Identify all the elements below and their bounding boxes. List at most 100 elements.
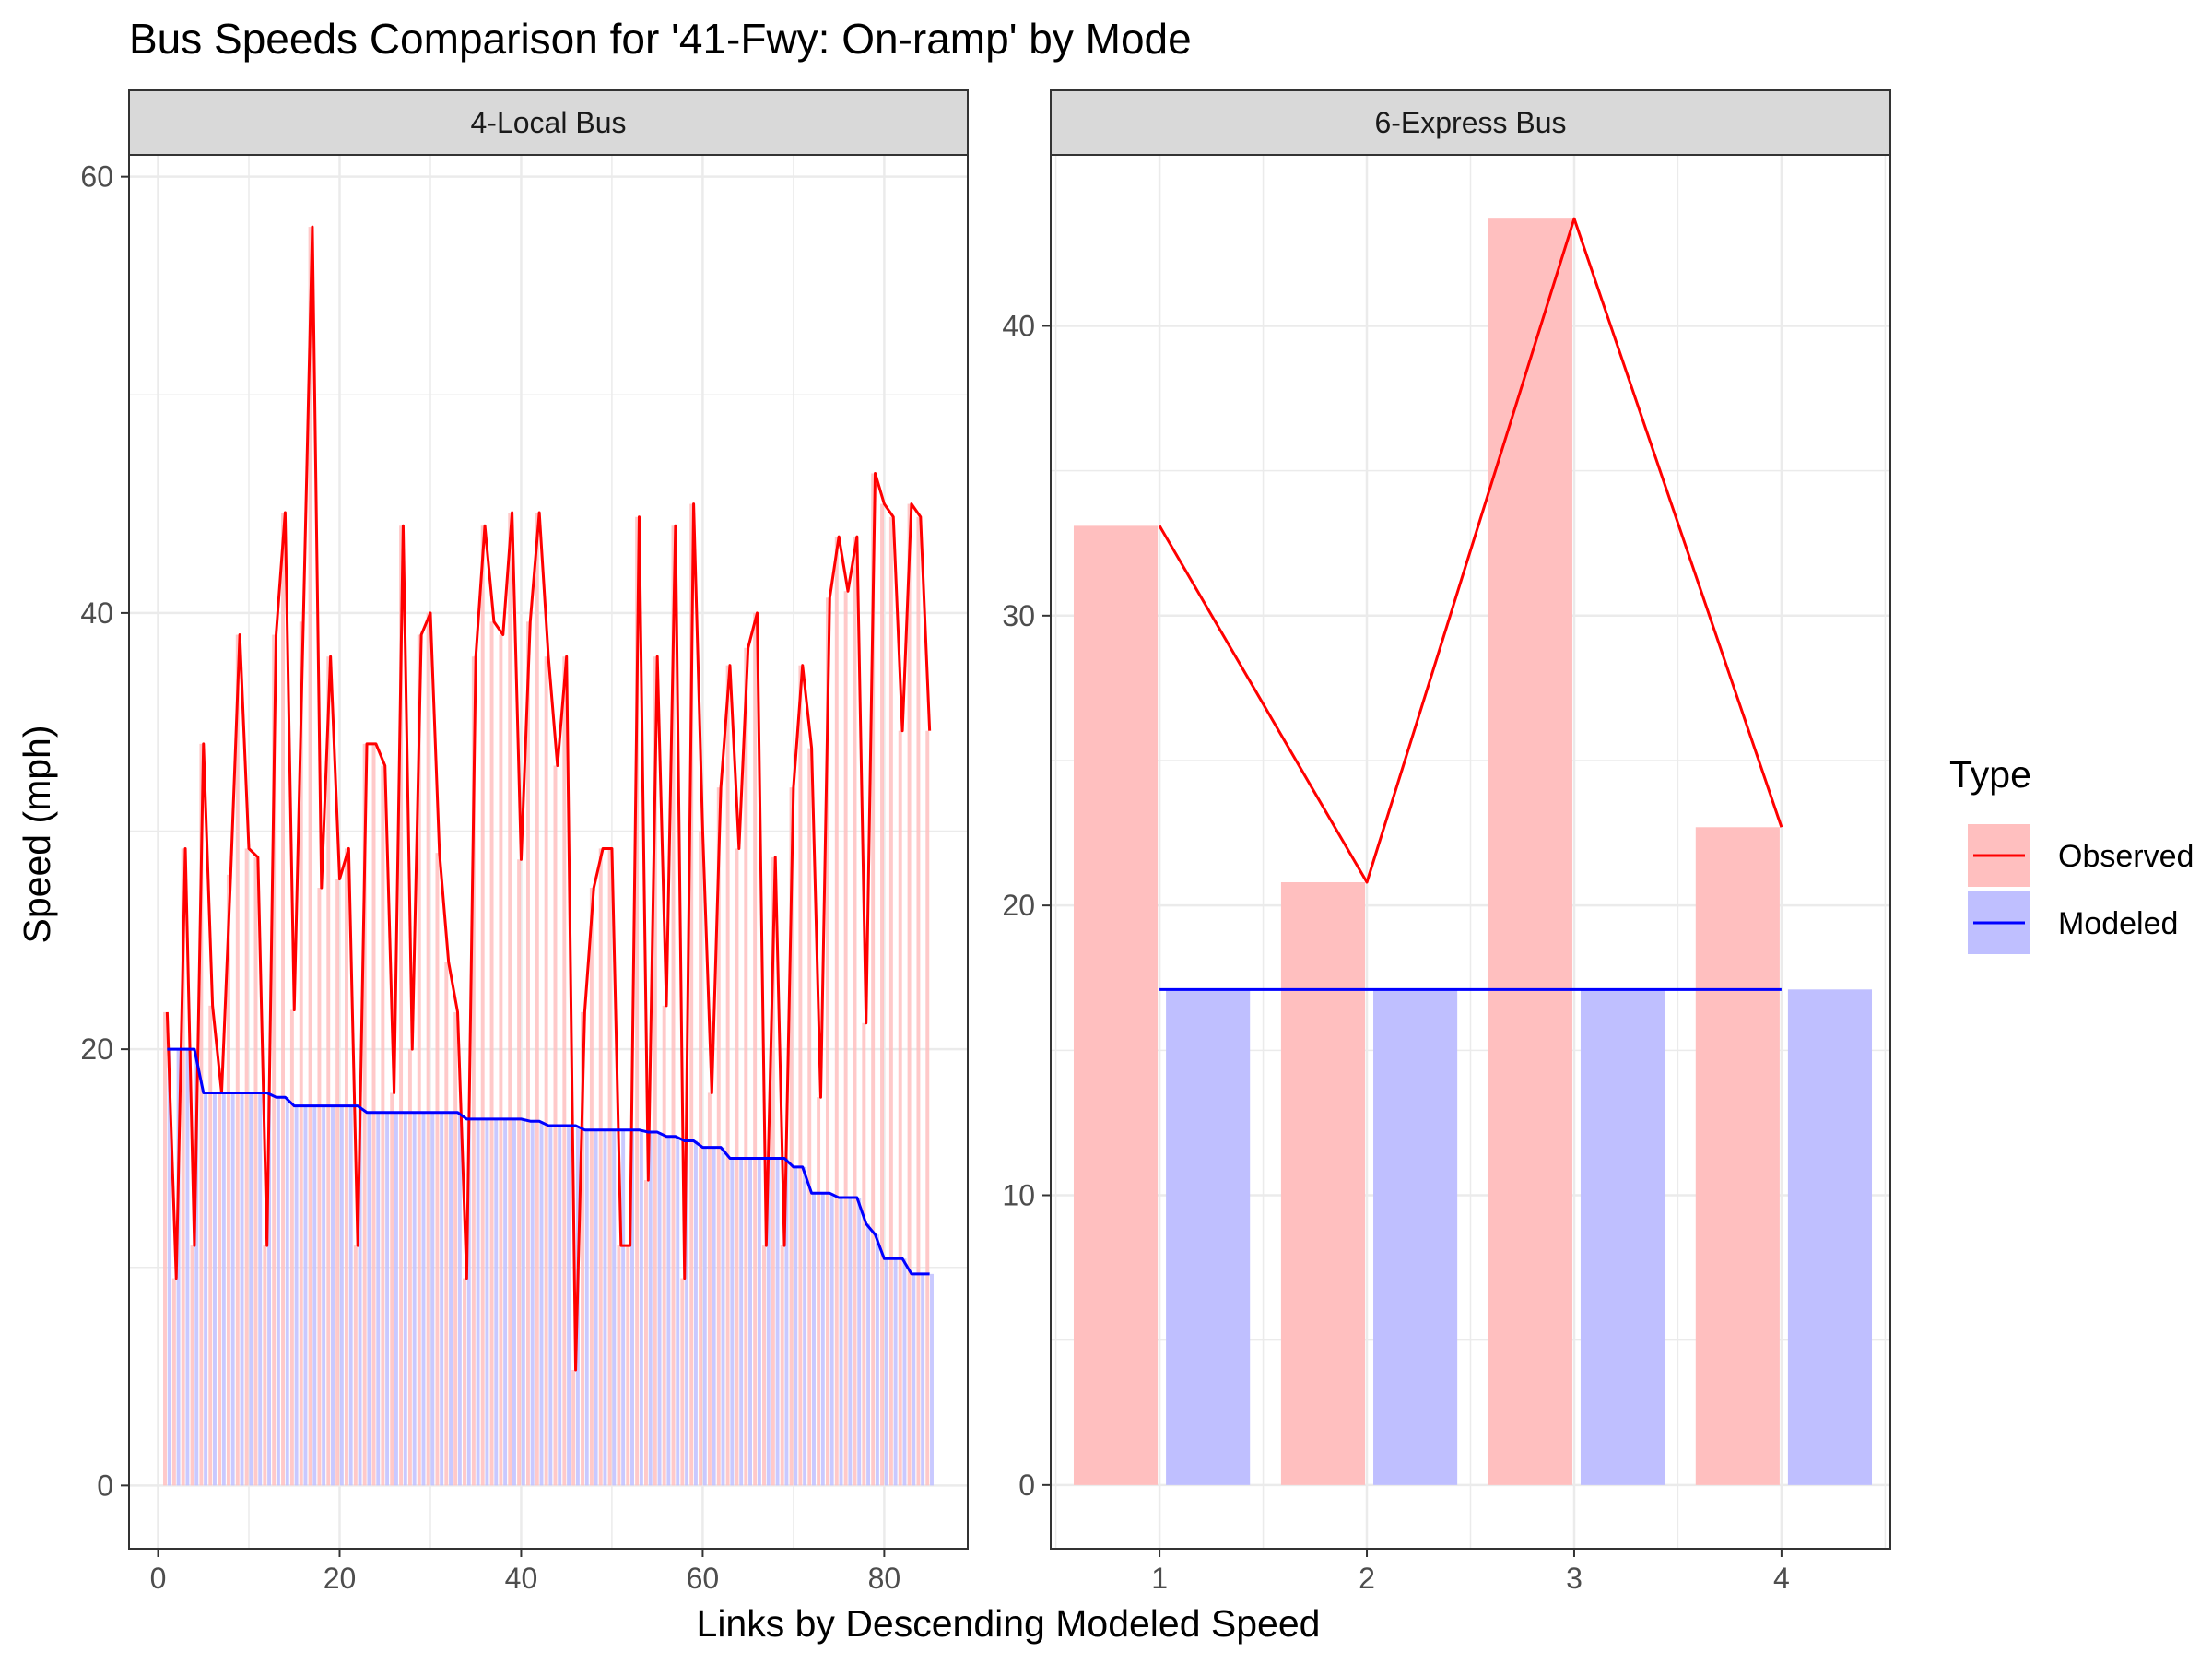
observed-bar bbox=[435, 853, 440, 1486]
modeled-bar bbox=[558, 1125, 562, 1486]
observed-bar bbox=[699, 831, 703, 1486]
observed-bar bbox=[853, 537, 857, 1486]
modeled-bar bbox=[884, 1258, 888, 1486]
observed-bar bbox=[480, 525, 485, 1486]
modeled-bar bbox=[548, 1125, 553, 1486]
observed-bar bbox=[888, 516, 893, 1486]
observed-bar bbox=[208, 1005, 213, 1486]
modeled-bar bbox=[503, 1118, 508, 1486]
observed-bar bbox=[299, 621, 303, 1486]
observed-bar bbox=[399, 525, 404, 1486]
observed-bar bbox=[190, 1245, 194, 1486]
observed-bar bbox=[335, 879, 340, 1486]
observed-bar bbox=[825, 597, 830, 1486]
observed-bar bbox=[499, 634, 503, 1486]
observed-bar bbox=[598, 848, 603, 1486]
modeled-bar bbox=[875, 1234, 879, 1486]
modeled-bar bbox=[530, 1121, 535, 1486]
observed-bar bbox=[489, 621, 494, 1486]
observed-bar bbox=[1073, 525, 1159, 1485]
observed-bar bbox=[381, 765, 385, 1486]
observed-bar bbox=[916, 516, 921, 1486]
observed-bar bbox=[680, 1278, 685, 1486]
modeled-bar bbox=[594, 1129, 598, 1486]
observed-line bbox=[165, 225, 932, 1372]
observed-bar bbox=[780, 1245, 784, 1486]
modeled-bar bbox=[866, 1223, 871, 1486]
observed-bar bbox=[362, 743, 367, 1486]
observed-bar bbox=[626, 1245, 630, 1486]
observed-bar bbox=[880, 503, 884, 1486]
modeled-bar bbox=[766, 1158, 771, 1486]
modeled-bar bbox=[666, 1136, 671, 1486]
observed-bar bbox=[607, 848, 612, 1486]
modeled-bar bbox=[322, 1105, 326, 1486]
modeled-bar bbox=[449, 1112, 453, 1486]
observed-bar bbox=[199, 743, 204, 1486]
observed-bar bbox=[671, 525, 676, 1486]
modeled-bar bbox=[221, 1092, 226, 1486]
observed-bar bbox=[617, 1245, 621, 1486]
y-tick-label: 10 bbox=[1002, 1178, 1035, 1211]
observed-bar bbox=[589, 888, 594, 1486]
observed-bar bbox=[517, 859, 522, 1486]
modeled-bar bbox=[430, 1112, 435, 1486]
x-tick-label: 3 bbox=[1566, 1562, 1583, 1595]
legend-title: Type bbox=[1949, 753, 2031, 796]
modeled-bar bbox=[394, 1112, 398, 1486]
modeled-bar bbox=[584, 1129, 589, 1486]
x-tick-label: 60 bbox=[687, 1562, 720, 1595]
modeled-bar bbox=[902, 1258, 907, 1486]
chart-title: Bus Speeds Comparison for '41-Fwy: On-ra… bbox=[129, 15, 1192, 63]
modeled-bar bbox=[331, 1105, 335, 1486]
observed-bar bbox=[562, 656, 567, 1486]
observed-bar bbox=[453, 1011, 458, 1486]
modeled-bar bbox=[621, 1129, 626, 1486]
modeled-bar bbox=[693, 1140, 698, 1486]
modeled-bar bbox=[657, 1132, 662, 1486]
x-tick-label: 40 bbox=[505, 1562, 538, 1595]
modeled-bar bbox=[185, 1049, 190, 1486]
modeled-bar bbox=[730, 1158, 735, 1486]
observed-bar bbox=[762, 1245, 766, 1486]
modeled-bar bbox=[848, 1198, 853, 1486]
observed-bar bbox=[263, 1245, 267, 1486]
modeled-bar bbox=[1580, 989, 1665, 1485]
modeled-bar bbox=[466, 1118, 471, 1486]
y-tick-label: 0 bbox=[97, 1469, 113, 1502]
modeled-bar bbox=[194, 1049, 199, 1486]
modeled-bar bbox=[230, 1092, 235, 1486]
modeled-bar bbox=[775, 1158, 780, 1486]
modeled-line bbox=[167, 1047, 930, 1276]
legend: Type Observed Modeled bbox=[1949, 753, 2194, 954]
modeled-bar bbox=[857, 1198, 862, 1486]
observed-bar bbox=[289, 1009, 294, 1486]
modeled-bar bbox=[494, 1118, 499, 1486]
observed-bar bbox=[535, 513, 539, 1486]
modeled-bar bbox=[213, 1092, 217, 1486]
observed-bar bbox=[218, 1092, 222, 1486]
observed-bar bbox=[798, 665, 803, 1486]
observed-bar bbox=[417, 634, 421, 1486]
observed-bar bbox=[181, 848, 185, 1486]
observed-bar bbox=[725, 665, 730, 1486]
modeled-bar bbox=[367, 1112, 371, 1486]
observed-bar bbox=[244, 848, 249, 1486]
modeled-bar bbox=[748, 1158, 752, 1486]
observed-bar bbox=[744, 647, 748, 1486]
observed-bar bbox=[326, 656, 331, 1486]
observed-bar bbox=[635, 516, 640, 1486]
observed-bar bbox=[898, 730, 902, 1486]
modeled-bar bbox=[830, 1193, 834, 1486]
observed-bar bbox=[1280, 882, 1366, 1485]
observed-bar bbox=[508, 513, 512, 1486]
observed-bar bbox=[525, 621, 530, 1486]
panel-express-bus: 6-Express Bus 0 10 20 30 40 1 2 3 4 bbox=[1002, 89, 1891, 1595]
modeled-bar bbox=[712, 1147, 716, 1486]
observed-bar bbox=[789, 787, 794, 1486]
modeled-bar bbox=[167, 1049, 171, 1486]
panel-strip-label: 4-Local Bus bbox=[471, 106, 627, 139]
modeled-bar bbox=[930, 1273, 934, 1486]
modeled-bar bbox=[521, 1118, 525, 1486]
panel-local-bus: 4-Local Bus 0 20 40 60 0 20 40 60 80 bbox=[80, 89, 969, 1595]
